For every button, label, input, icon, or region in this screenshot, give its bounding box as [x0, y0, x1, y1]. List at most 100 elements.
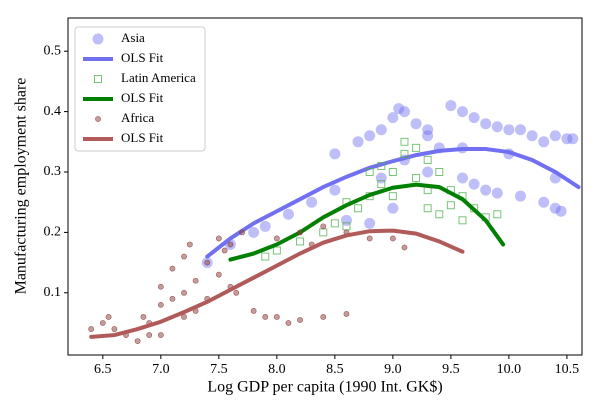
point	[388, 168, 397, 177]
point	[364, 130, 376, 142]
point	[233, 289, 240, 296]
point	[393, 103, 405, 115]
point	[491, 121, 503, 133]
point	[435, 168, 444, 177]
point	[329, 184, 341, 196]
legend-label: OLS Fit	[121, 90, 164, 105]
point	[169, 265, 176, 272]
point	[446, 201, 455, 210]
point	[422, 130, 434, 142]
point	[388, 192, 397, 201]
point	[549, 130, 561, 142]
point	[480, 184, 492, 196]
point	[227, 241, 234, 248]
y-axis-label: Manufacturing employment share	[13, 78, 30, 295]
point	[221, 247, 228, 254]
point	[480, 118, 492, 130]
point	[387, 112, 399, 124]
x-tick-label: 10.5	[555, 362, 580, 377]
x-tick-label: 9.5	[442, 362, 460, 377]
point	[261, 252, 270, 261]
point	[262, 314, 269, 320]
y-tick-label: 0.3	[44, 164, 62, 179]
legend: Asia OLS Fit Latin America OLS Fit Africa OLS…	[74, 26, 206, 152]
point	[549, 202, 561, 214]
point	[468, 178, 480, 190]
point	[387, 202, 399, 214]
point	[297, 229, 303, 236]
point	[343, 311, 350, 317]
point	[526, 130, 538, 142]
point	[273, 235, 280, 242]
point	[192, 277, 199, 284]
fit-line	[205, 147, 581, 259]
y-tick-label: 0.1	[44, 285, 62, 300]
y-tick-label: 0.4	[44, 104, 62, 119]
fit-line	[228, 182, 506, 262]
point	[320, 223, 327, 230]
point	[105, 314, 112, 320]
x-tick-label: 7.0	[152, 362, 170, 377]
point	[92, 33, 104, 45]
point	[306, 196, 318, 208]
point	[377, 180, 386, 189]
legend-label: Latin America	[121, 70, 196, 85]
point	[181, 314, 187, 320]
x-tick-label: 8.5	[326, 362, 344, 377]
point	[398, 106, 410, 118]
point	[538, 136, 550, 148]
point	[204, 259, 211, 266]
point	[503, 124, 515, 136]
point	[468, 112, 480, 124]
point	[272, 246, 281, 255]
point	[330, 219, 339, 228]
point	[366, 235, 373, 242]
point	[215, 235, 222, 242]
y-tick-label: 0.5	[44, 43, 62, 58]
point	[169, 295, 176, 302]
point	[400, 137, 409, 146]
plot-frame	[67, 17, 583, 356]
point	[250, 308, 257, 314]
point	[319, 228, 328, 237]
point	[320, 314, 327, 320]
x-tick-label: 9.0	[384, 362, 402, 377]
y-tick-label: 0.2	[44, 225, 62, 240]
point	[401, 244, 408, 251]
point	[95, 116, 101, 122]
point	[297, 317, 303, 323]
point	[365, 168, 374, 177]
point	[458, 216, 467, 225]
point	[435, 210, 444, 219]
point	[354, 204, 363, 213]
point	[111, 326, 118, 332]
point	[555, 205, 567, 217]
point	[422, 124, 434, 136]
point	[515, 190, 527, 202]
point	[157, 332, 164, 338]
point	[239, 229, 245, 236]
point	[515, 124, 527, 136]
point	[456, 106, 468, 118]
point	[445, 100, 457, 112]
point	[134, 338, 141, 345]
point	[423, 155, 432, 164]
point	[412, 143, 421, 152]
point	[215, 271, 222, 278]
point	[248, 226, 260, 238]
point	[140, 314, 147, 320]
point	[259, 220, 271, 232]
point	[567, 133, 579, 145]
point	[99, 320, 106, 326]
point	[181, 289, 187, 296]
point	[352, 136, 364, 148]
point	[186, 241, 193, 248]
point	[157, 283, 164, 290]
point	[94, 75, 102, 83]
point	[157, 301, 164, 308]
point	[296, 237, 305, 246]
x-tick-label: 6.5	[94, 362, 112, 377]
point	[389, 235, 396, 242]
point	[285, 320, 292, 326]
